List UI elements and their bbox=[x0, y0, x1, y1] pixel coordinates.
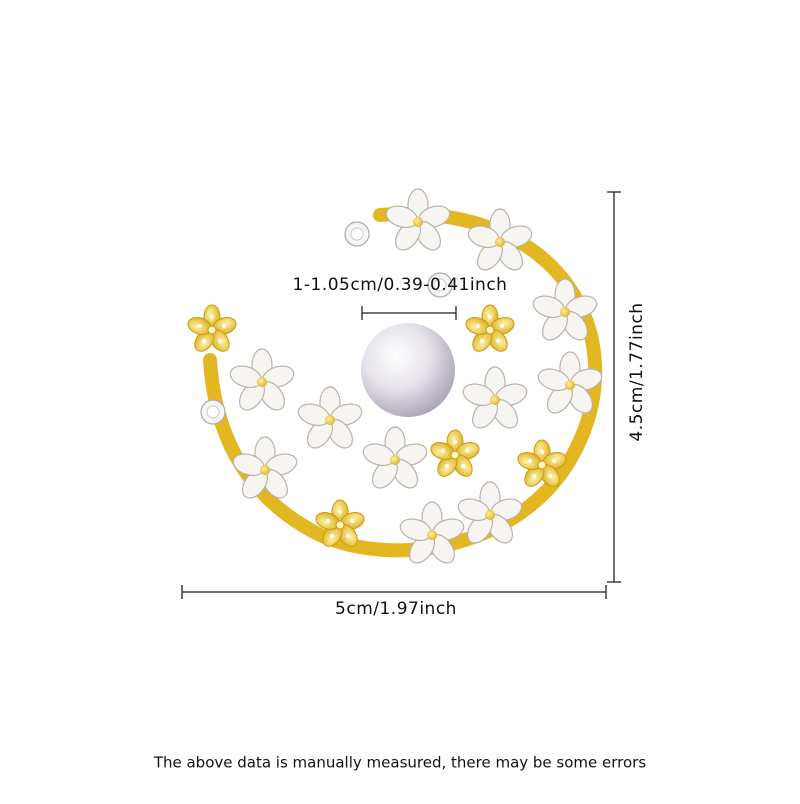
gem bbox=[344, 221, 370, 247]
pearl-size-label: 1-1.05cm/0.39-0.41inch bbox=[293, 275, 508, 295]
dimension-lines bbox=[181, 191, 621, 599]
gold-flower bbox=[463, 304, 517, 356]
crystal-flower bbox=[396, 501, 468, 569]
footer-note: The above data is manually measured, the… bbox=[153, 754, 647, 772]
width-label: 5cm/1.97inch bbox=[335, 599, 457, 619]
gem bbox=[200, 399, 226, 425]
gold-flower bbox=[428, 429, 482, 481]
pearl bbox=[361, 323, 455, 417]
height-label: 4.5cm/1.77inch bbox=[627, 302, 647, 441]
crystal-flower bbox=[382, 188, 454, 256]
crystal-flower bbox=[226, 348, 298, 416]
crystal-flower bbox=[359, 426, 431, 494]
brooch bbox=[185, 188, 606, 569]
crystal-flower bbox=[459, 366, 531, 434]
crystal-flower bbox=[294, 386, 366, 454]
gold-flower bbox=[185, 304, 239, 356]
